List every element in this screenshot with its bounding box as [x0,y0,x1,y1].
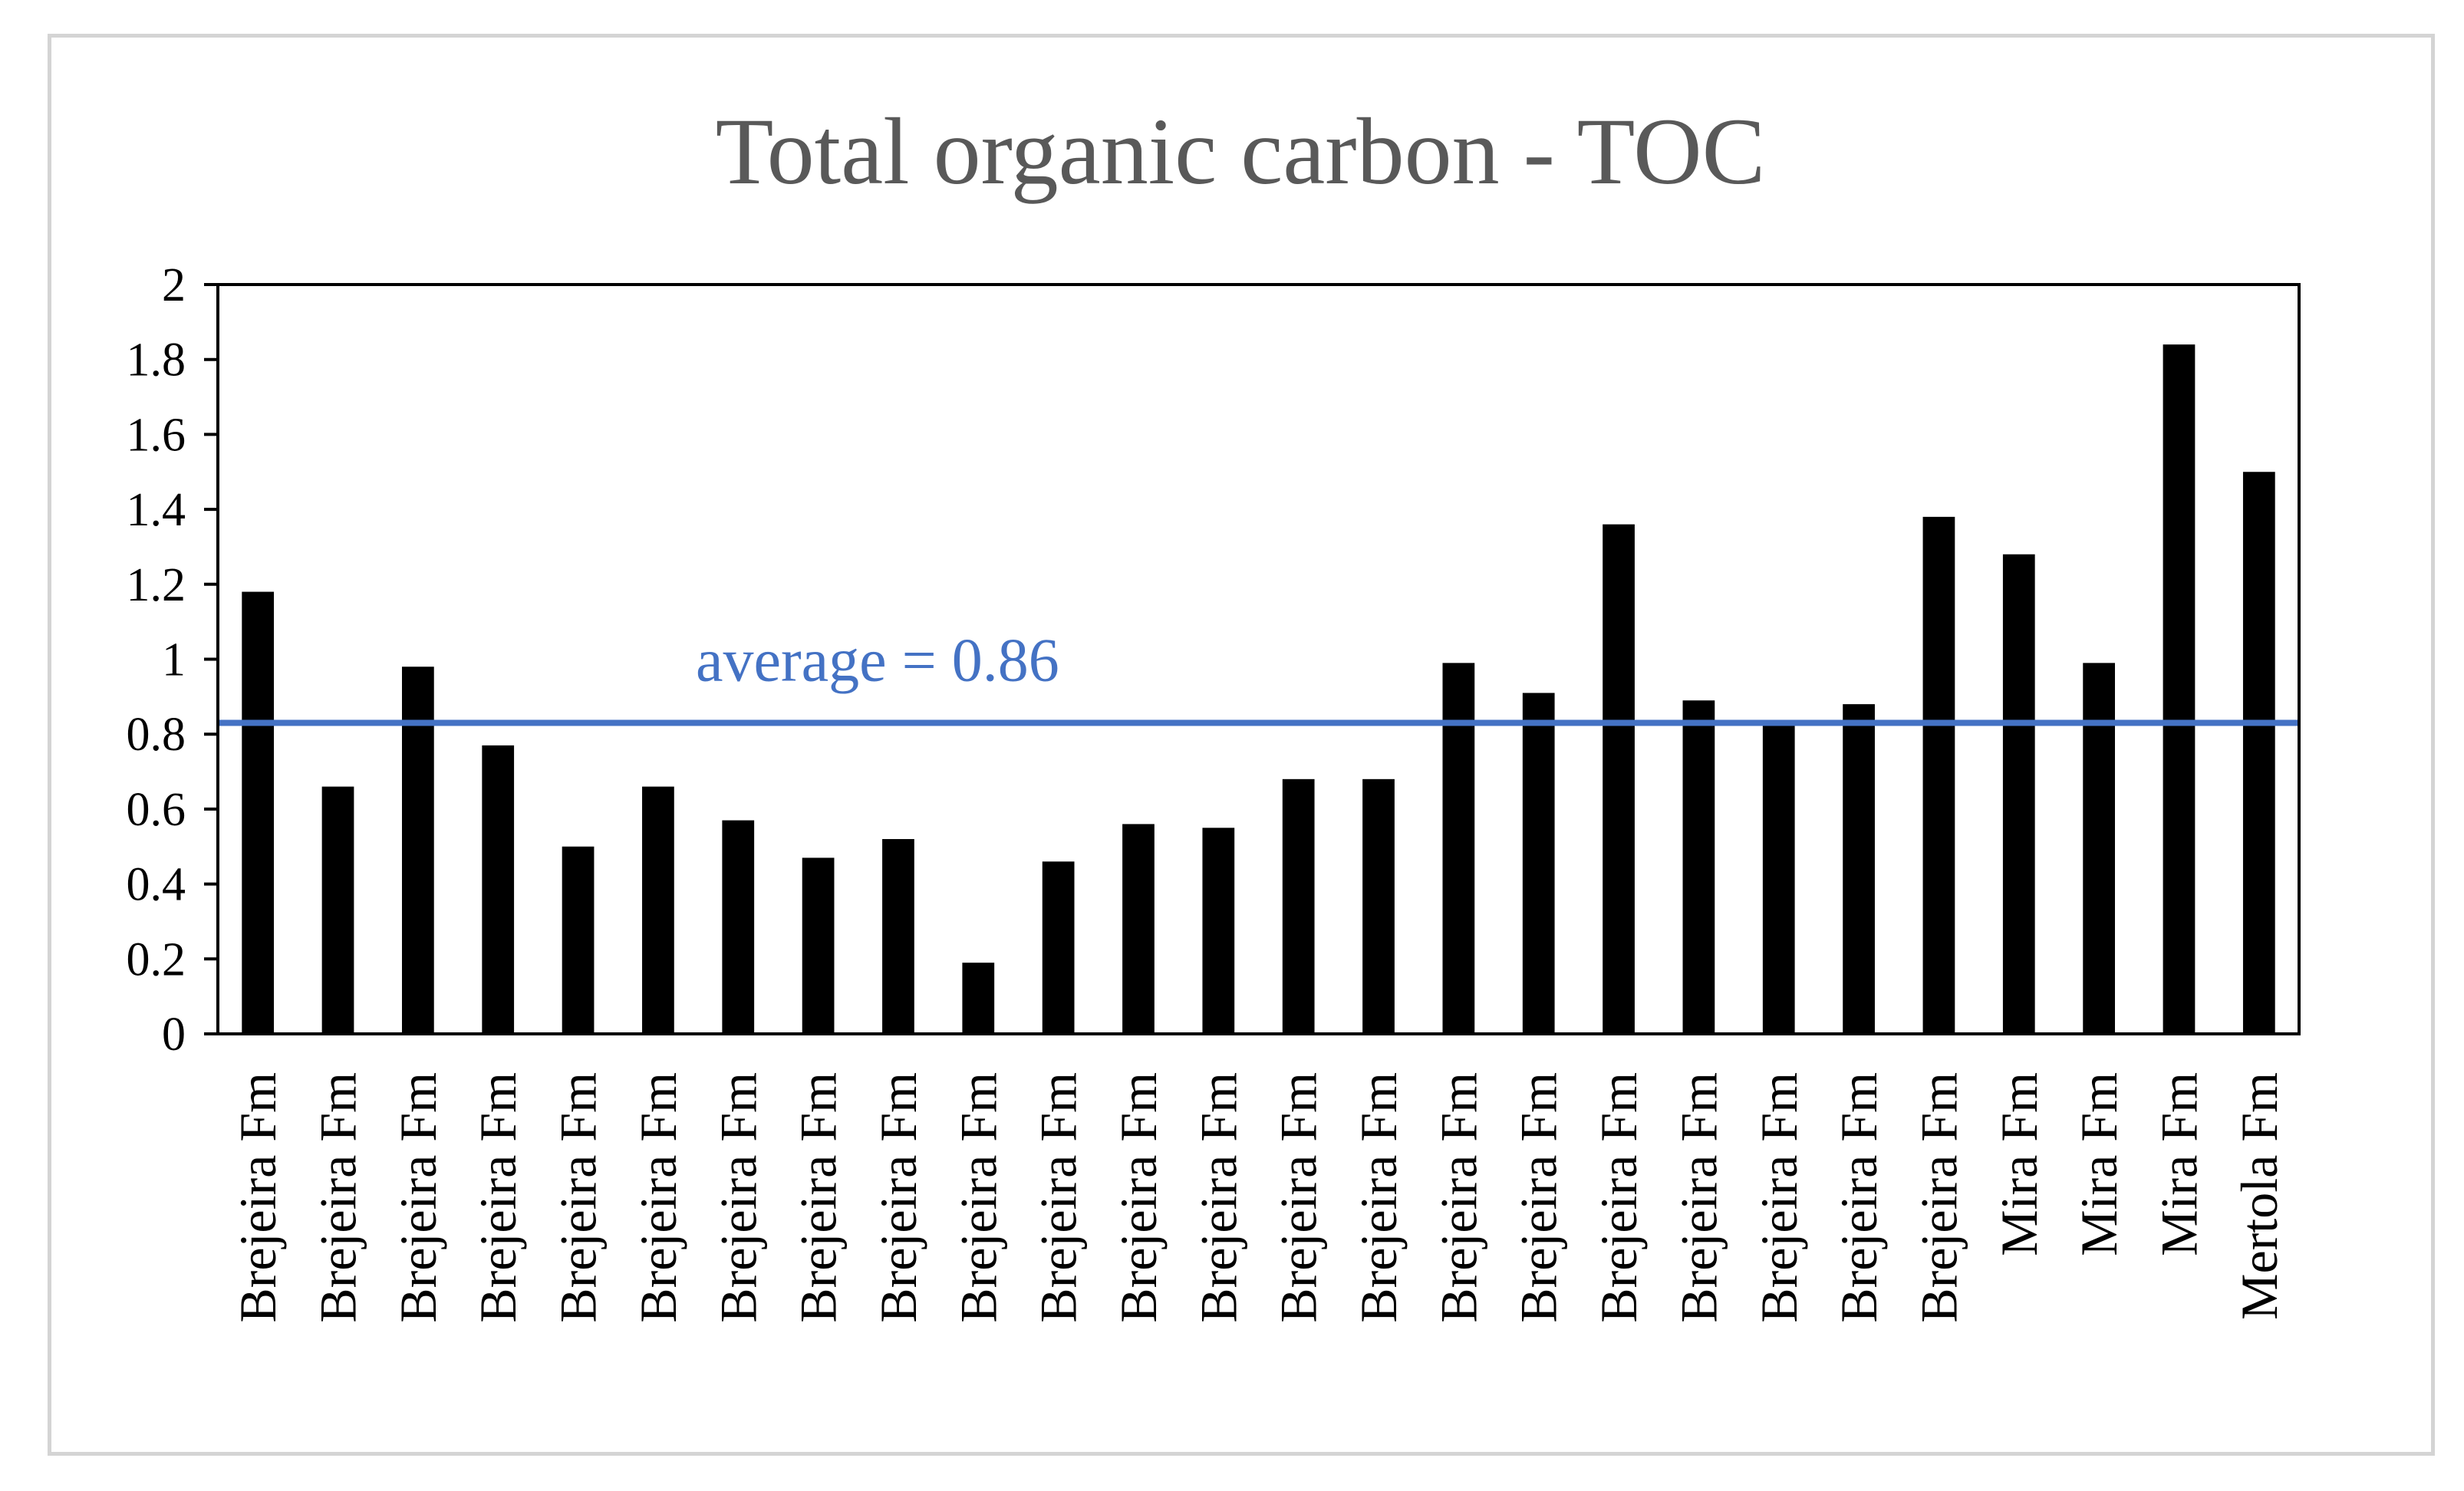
plot-area-border [216,283,2301,1035]
x-category-label: Brejeira Fm [789,1072,848,1323]
y-axis-ticks: 0 0.2 0.4 0.6 0.8 1 1.2 1.4 1.6 1.8 2 [127,259,218,1061]
bar-8 [802,857,835,1034]
bar-3 [401,667,434,1034]
bar-7 [722,820,755,1034]
bars-layer [242,344,2275,1034]
x-category-label: Brejeira Fm [1029,1072,1088,1323]
bar-24 [2083,663,2116,1034]
x-category-label: Brejeira Fm [469,1072,527,1323]
y-tick-label: 1.6 [127,409,186,461]
average-layer: average = 0.86 [218,627,2299,726]
x-category-label: Mira Fm [2070,1072,2128,1256]
x-category-label: Brejeira Fm [1429,1072,1487,1323]
bar-17 [1522,693,1555,1034]
x-category-label: Brejeira Fm [1750,1072,1808,1323]
x-category-label: Brejeira Fm [1909,1072,1968,1323]
x-category-label: Brejeira Fm [869,1072,927,1323]
bar-16 [1442,663,1475,1034]
x-category-label: Brejeira Fm [1349,1072,1408,1323]
bar-5 [562,846,595,1034]
x-category-label: Brejeira Fm [949,1072,1007,1323]
bar-21 [1843,704,1875,1034]
x-category-label: Brejeira Fm [709,1072,767,1323]
chart-frame: Total organic carbon - TOC average = 0.8… [48,34,2435,1456]
y-tick-label: 2 [162,259,186,311]
bar-13 [1202,828,1235,1034]
x-category-label: Brejeira Fm [1109,1072,1168,1323]
y-tick-label: 0.8 [127,709,186,761]
axes-layer [216,283,2301,1035]
x-category-label: Brejeira Fm [1589,1072,1648,1323]
y-tick-label: 1 [162,634,186,686]
bar-1 [242,591,275,1034]
bar-9 [882,838,914,1034]
bar-19 [1682,700,1715,1034]
chart-svg: Total organic carbon - TOC average = 0.8… [127,99,2301,1323]
bar-4 [482,745,515,1034]
x-category-label: Brejeira Fm [1189,1072,1247,1323]
average-label: average = 0.86 [696,627,1059,695]
y-tick-label: 1.2 [127,559,186,611]
y-tick-label: 0.4 [127,859,186,911]
x-axis-labels: Brejeira Fm Brejeira Fm Brejeira Fm Brejeir… [229,1072,2288,1323]
bar-14 [1282,778,1315,1034]
bar-20 [1762,722,1795,1034]
x-category-label: Brejeira Fm [549,1072,608,1323]
y-tick-label: 1.8 [127,334,186,387]
y-tick-label: 0.2 [127,933,186,986]
x-category-label: Brejeira Fm [1270,1072,1328,1323]
bar-10 [962,963,995,1034]
x-category-label: Brejeira Fm [629,1072,687,1323]
bar-18 [1603,524,1635,1034]
x-category-label: Mertola Fm [2230,1072,2288,1320]
x-category-label: Brejeira Fm [1510,1072,1568,1323]
x-category-label: Brejeira Fm [309,1072,367,1323]
bar-23 [2002,554,2035,1034]
bar-22 [1922,516,1955,1034]
chart-title: Total organic carbon - TOC [716,99,1766,204]
x-category-label: Brejeira Fm [1669,1072,1728,1323]
x-category-label: Mira Fm [2149,1072,2208,1256]
y-tick-label: 1.4 [127,484,186,536]
bar-12 [1122,824,1155,1034]
x-category-label: Brejeira Fm [389,1072,447,1323]
y-tick-label: 0 [162,1009,186,1061]
bar-6 [642,786,674,1034]
x-category-label: Brejeira Fm [1830,1072,1888,1323]
bar-2 [321,786,354,1034]
bar-25 [2163,344,2196,1034]
bar-11 [1042,861,1075,1034]
y-tick-label: 0.6 [127,784,186,836]
x-category-label: Mira Fm [1990,1072,2048,1256]
x-category-label: Brejeira Fm [229,1072,287,1323]
bar-26 [2242,472,2275,1034]
bar-15 [1362,778,1395,1034]
